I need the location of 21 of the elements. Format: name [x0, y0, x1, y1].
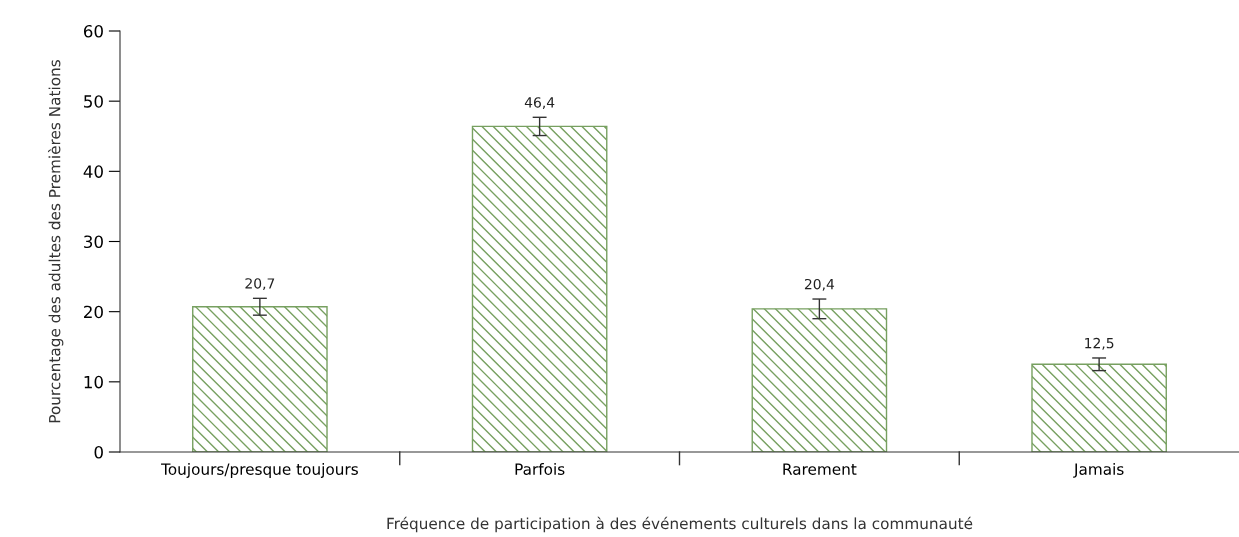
data-label: 20,4: [804, 278, 835, 291]
y-tick-label: 60: [83, 24, 103, 38]
y-tick-label: 0: [94, 445, 103, 459]
data-label: 20,7: [245, 278, 275, 291]
x-axis-title: Fréquence de participation à des événements culturels dans la communauté: [387, 516, 973, 533]
x-tick-label: Rarement: [783, 463, 857, 475]
data-label: 12,5: [1085, 337, 1114, 350]
y-tick-label: 30: [84, 235, 103, 249]
data-label: 46,4: [524, 97, 555, 110]
x-tick-label: Jamais: [1073, 463, 1124, 478]
x-tick-label: Parfois: [515, 463, 565, 475]
bar: [471, 125, 608, 452]
y-tick-label: 50: [84, 95, 103, 108]
y-tick-label: 10: [84, 375, 103, 389]
bar: [192, 306, 328, 452]
bar: [751, 308, 888, 452]
y-tick-label: 20: [84, 305, 103, 319]
x-tick-label: Toujours/presque toujours: [161, 463, 358, 478]
bar: [1031, 363, 1167, 452]
y-tick-label: 40: [83, 165, 103, 178]
y-axis-title: Pourcentage des adultes des Premières Nations: [47, 60, 64, 423]
